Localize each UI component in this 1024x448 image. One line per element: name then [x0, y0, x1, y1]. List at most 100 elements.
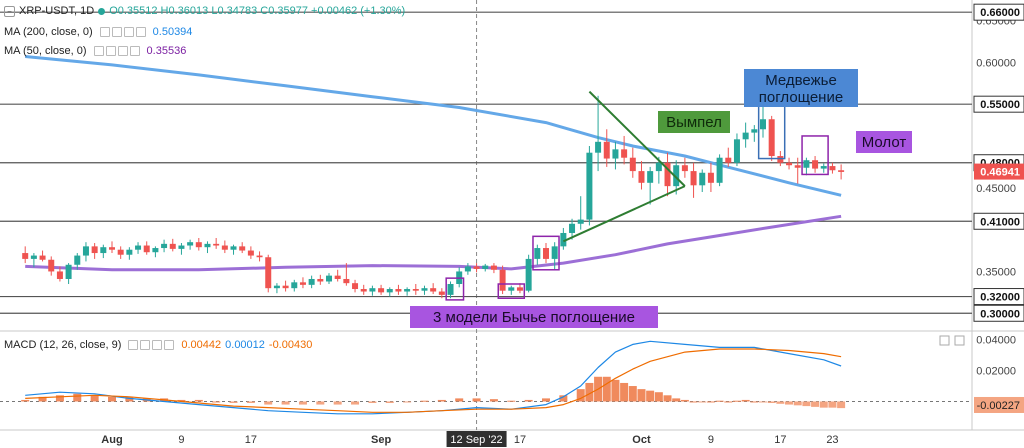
ma50-controls-icon[interactable]	[93, 46, 140, 56]
macd-histogram-bar	[437, 399, 446, 402]
ma200-controls-icon[interactable]	[99, 27, 146, 37]
pennant-label: Вымпел	[666, 114, 722, 131]
candle-body	[629, 157, 636, 172]
macd-histogram-bar	[785, 401, 794, 405]
candle-body	[221, 245, 228, 250]
macd-histogram-bar	[811, 401, 820, 407]
candle-body	[803, 160, 810, 168]
level-price-box	[973, 3, 1024, 21]
level-price-label: 0.55000	[980, 99, 1020, 111]
hammer-label: Молот	[862, 134, 907, 151]
macd-histogram-bar	[38, 396, 47, 402]
time-tick-label: Sep	[371, 434, 391, 446]
ma50-label: MA (50, close, 0)	[4, 45, 87, 57]
level-price-label: 0.41000	[980, 216, 1020, 228]
macd-controls-icon[interactable]	[128, 340, 175, 350]
time-tick-label: Oct	[632, 434, 651, 446]
candle-body	[178, 245, 185, 249]
bullish-engulfing-label-bg	[410, 306, 658, 328]
macd-histogram-bar	[611, 379, 620, 402]
candle-body	[91, 246, 98, 254]
candle-body	[230, 246, 237, 250]
macd-histogram-bar	[776, 401, 785, 404]
candle-body	[187, 242, 194, 246]
candle-body	[308, 278, 315, 285]
bullish-engulfing-box	[445, 277, 465, 301]
current-price-box	[974, 163, 1024, 180]
price-tick-label: 0.35000	[976, 266, 1016, 278]
macd-histogram-bar	[90, 395, 99, 402]
candle-body	[438, 291, 445, 295]
candle-body	[490, 265, 497, 270]
macd-histogram-bar	[602, 376, 611, 402]
time-tick-label: 9	[178, 434, 184, 446]
collapse-icon[interactable]: −	[4, 5, 15, 17]
macd-histogram-bar	[420, 400, 429, 402]
macd-histogram-bar	[403, 401, 412, 403]
macd-histogram-bar	[819, 401, 828, 408]
candle-body	[169, 243, 176, 249]
ma200-legend: MA (200, close, 0) 0.50394	[4, 26, 192, 38]
macd-histogram-bar	[385, 401, 394, 404]
candle-body	[352, 283, 359, 290]
candle-body	[786, 162, 793, 166]
time-tick-label: 17	[245, 434, 257, 446]
macd-histogram-bar	[455, 398, 464, 402]
bearish-engulfing-label-line2: поглощение	[759, 89, 843, 106]
candle-body	[447, 284, 454, 295]
macd-histogram-bar	[507, 400, 516, 402]
candle-body	[360, 289, 367, 292]
candle-body	[794, 165, 801, 168]
level-price-box	[973, 304, 1024, 322]
macd-histogram-bar	[646, 390, 655, 402]
macd-histogram-bar	[715, 400, 724, 402]
candle-body	[282, 285, 289, 289]
macd-histogram-bar	[298, 401, 307, 405]
macd-histogram-bar	[316, 401, 325, 405]
level-price-box	[973, 212, 1024, 230]
hammer-label-bg	[856, 131, 912, 153]
macd-histogram-bar	[706, 401, 715, 403]
candle-body	[595, 141, 602, 153]
bearish-engulfing-label-line1: Медвежье	[765, 72, 837, 89]
level-price-box	[973, 95, 1024, 113]
candle-body	[751, 129, 758, 133]
candle-body	[586, 152, 593, 220]
candle-body	[551, 246, 558, 259]
macd-histogram-bar	[802, 401, 811, 407]
macd-histogram-bar	[489, 399, 498, 402]
candle-body	[543, 248, 549, 259]
macd-histogram-bar	[21, 399, 30, 402]
level-price-label: 0.30000	[980, 308, 1020, 320]
pennant-upper-line	[588, 90, 686, 187]
candle-body	[525, 258, 532, 291]
candle-body	[317, 278, 324, 282]
pennant-lower-line	[562, 185, 686, 243]
candle-body	[213, 243, 220, 246]
macd-histogram-bar	[559, 395, 568, 402]
bearish-engulfing-label-bg	[744, 69, 858, 107]
candle-body	[534, 248, 541, 259]
macd-histogram-bar	[108, 396, 116, 402]
candle-body	[569, 223, 576, 233]
ma200-value: 0.50394	[152, 26, 193, 38]
macd-histogram-bar	[793, 401, 802, 406]
macd-histogram-bar	[73, 393, 82, 402]
candle-body	[664, 162, 671, 187]
macd-histogram-bar	[264, 401, 273, 405]
candle-body	[482, 265, 489, 269]
macd-value: 0.00442	[181, 339, 222, 351]
candle-body	[48, 259, 55, 272]
candle-body	[273, 285, 280, 289]
ma50-line	[25, 214, 842, 272]
bullish-engulfing-box	[497, 283, 526, 299]
price-tick-label: 0.60000	[976, 57, 1016, 69]
macd-line	[25, 340, 842, 415]
candle-body	[699, 172, 706, 186]
candle-body	[100, 247, 107, 254]
crosshair-date-label: 12 Sep '22	[450, 434, 502, 446]
symbol-title: XRP-USDT, 1D	[19, 5, 95, 17]
candle-body	[560, 232, 567, 247]
